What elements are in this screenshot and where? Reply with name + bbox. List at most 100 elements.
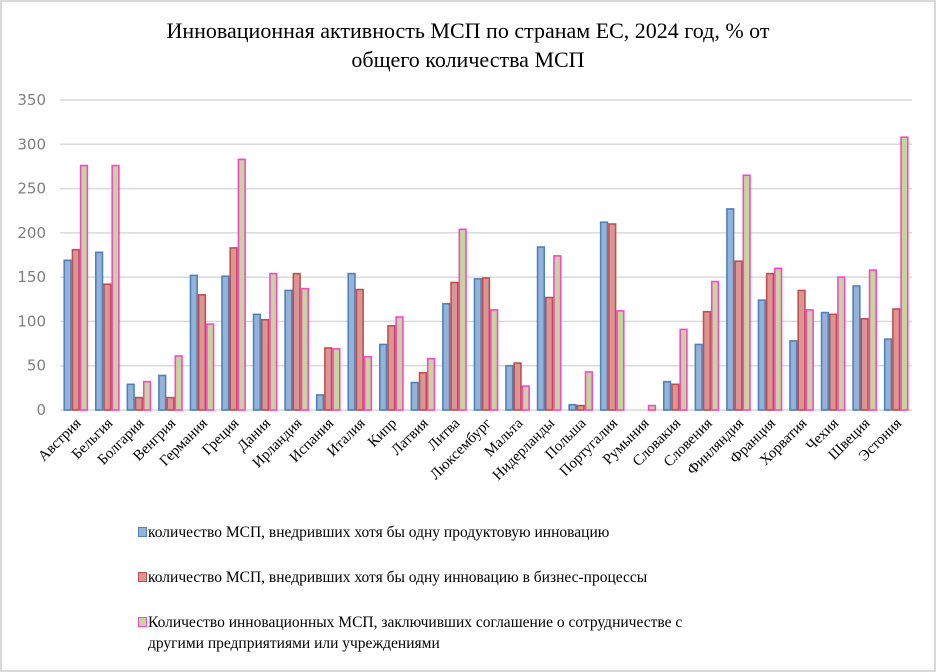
legend-swatch-red [138,572,147,582]
bar-cooperation [79,164,89,411]
legend: количество МСП, внедривших хотя бы одну … [138,522,838,654]
bar-cooperation [774,267,783,411]
bar-product [158,374,167,411]
bar-product [442,302,451,411]
bar-cooperation [742,174,751,411]
bar-cooperation [584,371,594,411]
bar-process [828,313,838,411]
legend-swatch-blue [138,527,147,537]
bar-cooperation [395,316,404,411]
bar-product [473,278,482,411]
y-tick-label: 300 [17,135,46,153]
bar-process [608,223,617,411]
y-tick-label: 150 [17,268,46,286]
bar-process [134,396,144,411]
bar-process [892,308,901,411]
legend-item-process-innovation: количество МСП, внедривших хотя бы одну … [138,567,838,588]
bar-product [726,208,735,411]
bar-cooperation [679,328,688,411]
y-tick-label: 250 [17,180,46,198]
bar-cooperation [269,272,278,411]
bar-cooperation [710,280,720,411]
legend-label: количество МСП, внедривших хотя бы одну … [148,524,610,541]
bar-process [860,317,869,411]
bar-process [324,347,333,411]
bar-cooperation [174,355,183,411]
bar-product [820,311,830,411]
bar-cooperation [805,309,814,411]
bar-product [852,285,861,411]
chart-title-line-2: общего количества МСП [351,47,585,72]
bar-process [481,277,491,411]
bar-cooperation [332,348,341,411]
bar-cooperation [647,404,657,411]
bar-cooperation [458,228,467,411]
bar-product [536,246,546,411]
x-axis-ticks: АвстрияБельгияБолгарияВенгрияГерманияГре… [35,415,905,483]
bar-process [418,371,428,411]
bar-cooperation [616,309,625,411]
legend-swatch-green [138,617,147,627]
y-axis-ticks: 0 50 100 150 200 250 300 350 [17,91,46,419]
bar-product [189,274,198,411]
bar-product [568,403,577,411]
bar-process [671,383,680,411]
bar-product [94,251,104,411]
bar-product [599,221,609,411]
bar-cooperation [426,357,436,411]
bar-cooperation [553,255,562,411]
legend-item-cooperation: Количество инновационных МСП, заключивши… [138,612,838,654]
bar-product [378,343,388,411]
bar-process [103,283,112,411]
bar-cooperation [142,380,152,411]
bar-cooperation [363,356,373,411]
bar-process [544,296,554,411]
bar-product [757,299,766,411]
chart-title-line-1: Инновационная активность МСП по странам … [166,18,770,43]
bar-product [410,381,419,411]
bar-process [797,289,806,411]
bar-process [702,310,712,411]
bar-cooperation [111,164,120,411]
bar-process [387,325,396,411]
bar-cooperation [206,323,215,411]
bar-cooperation [900,136,909,411]
y-tick-label: 350 [17,91,46,109]
legend-label: количество МСП, внедривших хотя бы одну … [148,569,648,586]
bar-cooperation [237,158,246,411]
bar-cooperation [300,287,310,411]
bar-process [260,318,270,411]
bar-product [252,313,262,411]
bar-process [734,260,743,411]
bar-product [126,383,135,411]
bar-product [315,394,325,411]
bar-product [347,272,356,411]
bar-cooperation [837,276,846,411]
y-tick-label: 200 [17,224,46,242]
bar-process [355,288,364,411]
bar-product [221,275,230,411]
bar-product [789,340,798,411]
bar-process [450,281,459,411]
bar-process [513,362,522,411]
bar-process [197,294,207,411]
y-tick-label: 0 [36,401,46,419]
bar-product [694,343,703,411]
y-tick-label: 50 [27,357,46,375]
chart-title: Инновационная активность МСП по странам … [0,16,936,74]
bar-process [292,272,301,411]
bar-product [63,259,72,411]
legend-item-product-innovation: количество МСП, внедривших хотя бы одну … [138,522,838,543]
legend-label-line-1: Количество инновационных МСП, заключивши… [148,614,683,631]
y-tick-label: 100 [17,312,46,330]
bar-process [166,396,175,411]
bar-product [284,289,293,411]
legend-label-line-2: другими предприятиями или учреждениями [148,635,440,652]
bar-product [662,380,672,411]
bar-process [229,247,238,411]
bar-product [883,338,893,411]
bar-cooperation [521,385,530,411]
bar-cooperation [868,269,878,411]
bar-process [71,248,80,411]
